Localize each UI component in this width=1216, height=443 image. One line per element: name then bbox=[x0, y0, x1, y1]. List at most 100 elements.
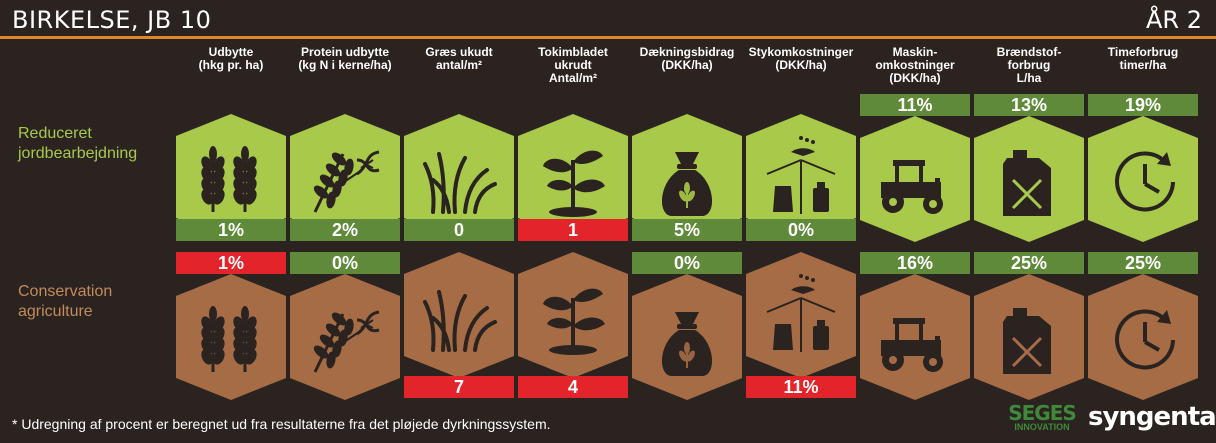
column-header: Maskin-omkostninger (DKK/ha) bbox=[858, 46, 972, 85]
column-header: Protein udbytte (kg N i kerne/ha) bbox=[288, 46, 402, 72]
column-header-line: Antal/m² bbox=[549, 71, 597, 85]
row-label-line1: Reduceret bbox=[18, 125, 92, 142]
tile-shape bbox=[632, 274, 742, 400]
seges-innovation-logo: SEGES INNOVATION bbox=[1006, 401, 1078, 432]
result-value: 0% bbox=[746, 219, 856, 241]
year-label: ÅR 2 bbox=[1146, 6, 1202, 34]
tile-shape bbox=[746, 252, 856, 378]
tile-shape bbox=[290, 114, 400, 240]
tile-shape bbox=[974, 116, 1084, 242]
result-value: 7 bbox=[404, 376, 514, 398]
tile-shape bbox=[860, 274, 970, 400]
tile-shape bbox=[632, 114, 742, 240]
seges-logo-text: SEGES bbox=[1008, 401, 1077, 425]
result-cell: 0% bbox=[290, 252, 400, 402]
column-header-line: (kg N i kerne/ha) bbox=[298, 58, 392, 72]
result-value: 1 bbox=[518, 219, 628, 241]
column-header: Brændstof-forbrug L/ha bbox=[972, 46, 1086, 85]
result-cell: 1% bbox=[176, 252, 286, 402]
result-cell: 7 bbox=[404, 252, 514, 402]
result-value: 0% bbox=[290, 252, 400, 274]
column-header-line: antal/m² bbox=[435, 58, 482, 72]
result-cell: 2% bbox=[290, 92, 400, 242]
tile-shape bbox=[974, 274, 1084, 400]
column-header-line: Græs ukudt bbox=[425, 45, 493, 59]
result-value: 11% bbox=[860, 94, 970, 116]
result-value: 5% bbox=[632, 219, 742, 241]
result-value: 0 bbox=[404, 219, 514, 241]
result-cell: 11% bbox=[860, 92, 970, 242]
column-header-line: L/ha bbox=[1016, 71, 1042, 85]
column-header-line: (DKK/ha) bbox=[661, 58, 713, 72]
row-label-reduceret: Reduceret jordbearbejdning bbox=[18, 124, 137, 164]
result-cell: 5% bbox=[632, 92, 742, 242]
row-label-conservation: Conservation agriculture bbox=[18, 282, 112, 322]
result-cell: 25% bbox=[1088, 252, 1198, 402]
column-header-line: timer/ha bbox=[1119, 58, 1167, 72]
result-value: 25% bbox=[1088, 252, 1198, 274]
result-cell: 0 bbox=[404, 92, 514, 242]
result-value: 11% bbox=[746, 376, 856, 398]
result-cell: 1 bbox=[518, 92, 628, 242]
result-value: 1% bbox=[176, 219, 286, 241]
tile-shape bbox=[404, 252, 514, 378]
tile-shape bbox=[746, 114, 856, 240]
result-cell: 1% bbox=[176, 92, 286, 242]
result-cell: 19% bbox=[1088, 92, 1198, 242]
result-cell: 13% bbox=[974, 92, 1084, 242]
column-header: Stykomkostninger (DKK/ha) bbox=[744, 46, 858, 72]
row-label-line2: agriculture bbox=[18, 303, 93, 320]
tile-shape bbox=[1088, 274, 1198, 400]
column-header: Græs ukudt antal/m² bbox=[402, 46, 516, 72]
column-header-line: Tokimbladet bbox=[538, 45, 608, 59]
page-title: BIRKELSE, JB 10 bbox=[12, 6, 212, 34]
column-header-line: Protein udbytte bbox=[300, 45, 389, 59]
result-value: 1% bbox=[176, 252, 286, 274]
result-value: 2% bbox=[290, 219, 400, 241]
column-header-line: Maskin- bbox=[892, 45, 938, 59]
column-header-line: (DKK/ha) bbox=[889, 71, 941, 85]
column-header-line: forbrug bbox=[1007, 58, 1051, 72]
tile-shape bbox=[518, 114, 628, 240]
tile-shape bbox=[176, 274, 286, 400]
result-value: 16% bbox=[860, 252, 970, 274]
result-cell: 0% bbox=[632, 252, 742, 402]
syngenta-logo-text: syngenta bbox=[1088, 402, 1216, 432]
result-value: 13% bbox=[974, 94, 1084, 116]
result-cell: 16% bbox=[860, 252, 970, 402]
column-header: Dækningsbidrag (DKK/ha) bbox=[630, 46, 744, 72]
column-header-line: Dækningsbidrag bbox=[639, 45, 735, 59]
column-header-line: (DKK/ha) bbox=[775, 58, 827, 72]
tile-shape bbox=[290, 274, 400, 400]
column-header-line: Timeforbrug bbox=[1107, 45, 1179, 59]
result-cell: 4 bbox=[518, 252, 628, 402]
result-value: 4 bbox=[518, 376, 628, 398]
result-value: 25% bbox=[974, 252, 1084, 274]
tile-shape bbox=[176, 114, 286, 240]
accent-divider bbox=[0, 36, 1216, 39]
column-header-line: Udbytte bbox=[208, 45, 254, 59]
tile-shape bbox=[860, 116, 970, 242]
seges-logo-subtext: INNOVATION bbox=[1014, 422, 1070, 432]
result-cell: 11% bbox=[746, 252, 856, 402]
result-value: 19% bbox=[1088, 94, 1198, 116]
tile-shape bbox=[518, 252, 628, 378]
tile-shape bbox=[404, 114, 514, 240]
column-header: Udbytte (hkg pr. ha) bbox=[174, 46, 288, 72]
column-header-line: ukrudt bbox=[554, 58, 592, 72]
result-value: 0% bbox=[632, 252, 742, 274]
result-cell: 25% bbox=[974, 252, 1084, 402]
column-header-line: (hkg pr. ha) bbox=[198, 58, 264, 72]
footnote: * Udregning af procent er beregnet ud fr… bbox=[12, 416, 551, 432]
syngenta-logo: syngenta® bbox=[1088, 402, 1216, 432]
column-header: Tokimbladet ukrudt Antal/m² bbox=[516, 46, 630, 85]
title-bar: BIRKELSE, JB 10 ÅR 2 bbox=[0, 0, 1216, 39]
row-label-line1: Conservation bbox=[18, 283, 113, 300]
row-label-line2: jordbearbejdning bbox=[18, 145, 138, 162]
column-header-line: omkostninger bbox=[875, 58, 955, 72]
tile-shape bbox=[1088, 116, 1198, 242]
column-header-line: Stykomkostninger bbox=[748, 45, 854, 59]
result-cell: 0% bbox=[746, 92, 856, 242]
column-header: Timeforbrug timer/ha bbox=[1086, 46, 1200, 72]
column-header-line: Brændstof- bbox=[996, 45, 1062, 59]
